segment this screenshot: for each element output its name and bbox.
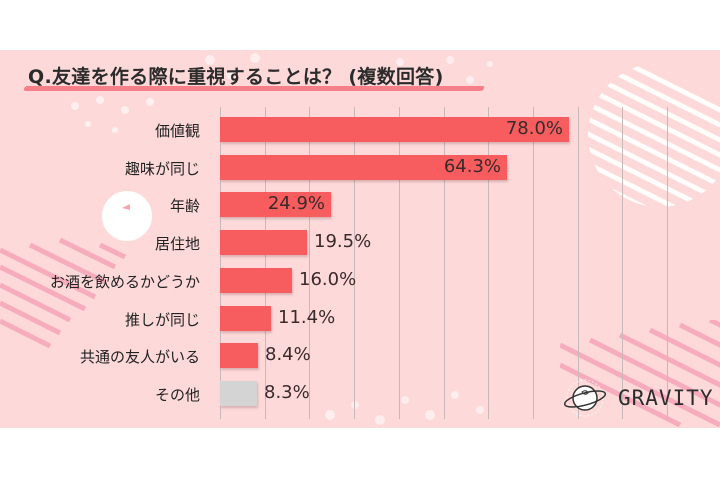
bar <box>220 343 258 368</box>
value-label: 64.3% <box>443 156 501 177</box>
category-label: 推しが同じ <box>124 311 200 329</box>
bar <box>220 117 569 142</box>
category-label: お酒を飲めるかどうか <box>49 273 200 291</box>
grid-line <box>488 107 489 419</box>
grid-line <box>399 107 400 419</box>
value-label: 11.4% <box>278 307 336 328</box>
grid-line <box>309 107 310 419</box>
value-label: 8.3% <box>264 382 310 403</box>
chart-background <box>0 50 720 428</box>
value-label: 19.5% <box>314 231 372 252</box>
category-label: 共通の友人がいる <box>79 348 200 366</box>
grid-line <box>533 107 534 419</box>
category-label: その他 <box>154 386 200 404</box>
decoration-white-circle-left <box>102 191 152 241</box>
grid-line <box>578 107 579 419</box>
grid-line <box>265 107 266 419</box>
category-label: 年齢 <box>169 197 200 215</box>
logo-text: GRAVITY <box>618 386 714 410</box>
bar <box>220 155 507 180</box>
grid-line <box>220 107 221 419</box>
value-label: 8.4% <box>265 344 311 365</box>
category-label: 趣味が同じ <box>124 160 200 178</box>
planet-icon <box>563 379 607 417</box>
bar <box>220 268 292 293</box>
grid-line <box>354 107 355 419</box>
decoration-stripes-bottom-right <box>560 320 720 428</box>
bar <box>220 306 271 331</box>
chart-title: Q.友達を作る際に重視することは？ (複数回答) <box>28 66 444 88</box>
grid-line <box>622 107 623 419</box>
category-label: 居住地 <box>154 235 200 253</box>
grid-line <box>667 107 668 419</box>
bar <box>220 192 331 217</box>
decoration-dots-bottom <box>325 391 484 425</box>
decoration-striped-circle-right <box>588 63 720 207</box>
gravity-logo: GRAVITY <box>562 378 714 418</box>
grid-line <box>444 107 445 419</box>
decoration-dots-top-left <box>205 53 493 84</box>
bar <box>220 230 307 255</box>
value-label: 24.9% <box>267 193 325 214</box>
decoration-stripes-left <box>0 237 127 349</box>
decoration-dots-left <box>71 96 154 133</box>
bar <box>220 381 257 406</box>
value-label: 78.0% <box>505 118 563 139</box>
category-label: 価値観 <box>154 122 200 140</box>
value-label: 16.0% <box>299 269 357 290</box>
